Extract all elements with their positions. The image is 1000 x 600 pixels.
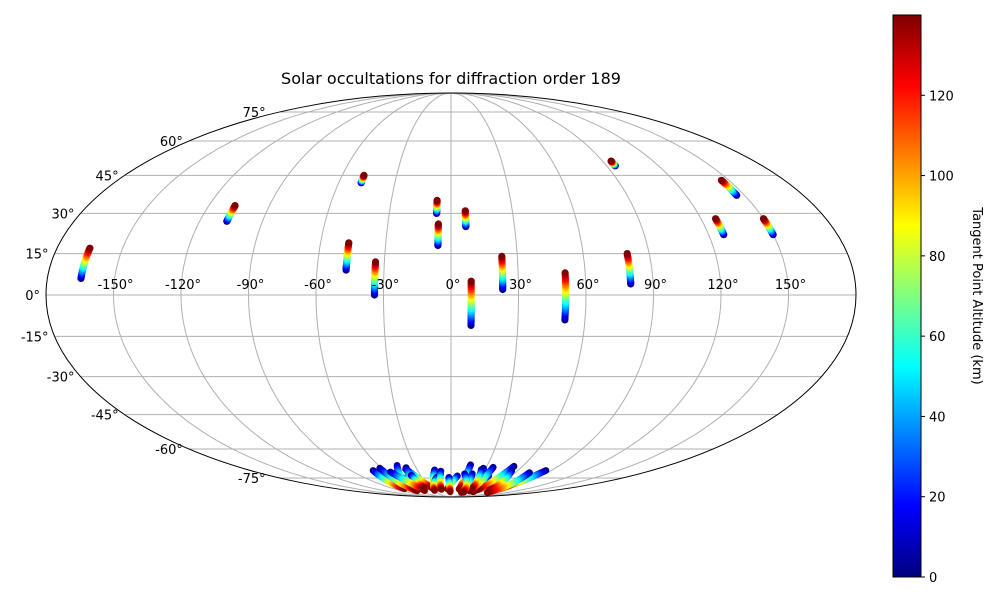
map-boundary	[45, 92, 857, 498]
lon-tick-label: -90°	[237, 278, 265, 293]
meridian-line	[450, 92, 519, 498]
meridian-line	[112, 92, 452, 498]
data-point	[345, 239, 353, 247]
data-point	[623, 250, 631, 258]
lat-tick-label: 15°	[26, 248, 49, 263]
lat-tick-label: 30°	[51, 207, 74, 222]
lat-tick-label: 75°	[243, 106, 266, 121]
data-point	[419, 485, 427, 493]
colorbar-tick-label: 20	[929, 491, 946, 506]
meridian-line	[383, 92, 452, 498]
meridian-line	[450, 92, 587, 498]
lon-tick-label: 90°	[644, 278, 667, 293]
data-point	[498, 252, 506, 260]
meridian-line	[180, 92, 452, 498]
latitude-tick-labels: 75° 60° 45° 30° 15° 0° -15° -30° -45° -60° -75°	[21, 106, 266, 487]
data-point	[712, 215, 720, 223]
colorbar-label: Tangent Point Altitude (km)	[969, 206, 984, 384]
lat-tick-label: -75°	[238, 472, 266, 487]
lat-tick-label: 45°	[96, 169, 119, 184]
colorbar-ticks: 0 20 40 60 80 100 120	[921, 89, 954, 586]
data-point	[433, 196, 441, 204]
lon-tick-label: 60°	[576, 278, 599, 293]
lon-tick-label: -30°	[372, 278, 400, 293]
data-point	[460, 488, 468, 496]
colorbar-tick-label: 60	[929, 330, 946, 345]
lon-tick-label: -120°	[165, 278, 201, 293]
lon-tick-label: 120°	[707, 278, 738, 293]
data-point	[561, 269, 569, 277]
data-point	[431, 487, 438, 494]
lat-tick-label: 60°	[160, 135, 183, 150]
chart-title: Solar occultations for diffraction order…	[281, 69, 621, 88]
data-point	[371, 258, 380, 266]
data-point	[231, 202, 239, 210]
colorbar-tick-label: 0	[929, 571, 937, 586]
data-point	[438, 485, 445, 493]
lat-tick-label: -15°	[21, 330, 49, 345]
data-point	[446, 488, 454, 496]
meridian-line	[247, 92, 452, 498]
colorbar	[892, 14, 922, 578]
colorbar-tick-label: 120	[929, 89, 954, 104]
colorbar-tick-label: 100	[929, 170, 954, 185]
graticule	[46, 92, 856, 498]
data-point	[360, 171, 368, 179]
meridian-line	[450, 92, 655, 498]
data-point	[86, 244, 94, 252]
lon-tick-label: -150°	[97, 278, 133, 293]
meridian-line	[450, 92, 790, 498]
lon-tick-label: 150°	[775, 278, 806, 293]
data-point	[434, 220, 442, 228]
meridian-line	[315, 92, 452, 498]
lat-tick-label: -30°	[47, 371, 75, 386]
lon-tick-label: -60°	[304, 278, 332, 293]
data-point	[607, 157, 615, 165]
data-tracks	[77, 157, 777, 496]
data-point	[461, 207, 469, 215]
lat-tick-label: -60°	[155, 443, 183, 458]
meridian-line	[450, 92, 722, 498]
lon-tick-label: 30°	[509, 278, 532, 293]
colorbar-tick-label: 80	[929, 250, 946, 265]
lat-tick-label: -45°	[91, 409, 119, 424]
data-point	[483, 489, 491, 496]
colorbar-tick-label: 40	[929, 410, 946, 425]
data-point	[467, 277, 475, 285]
data-point	[468, 485, 476, 492]
lon-tick-label: 0°	[446, 278, 461, 293]
data-point	[759, 215, 768, 223]
data-point	[717, 176, 726, 184]
longitude-tick-labels: -150° -120° -90° -60° -30° 0° 30° 60° 90° 120° 150…	[97, 278, 806, 293]
lat-tick-label: 0°	[25, 289, 40, 304]
